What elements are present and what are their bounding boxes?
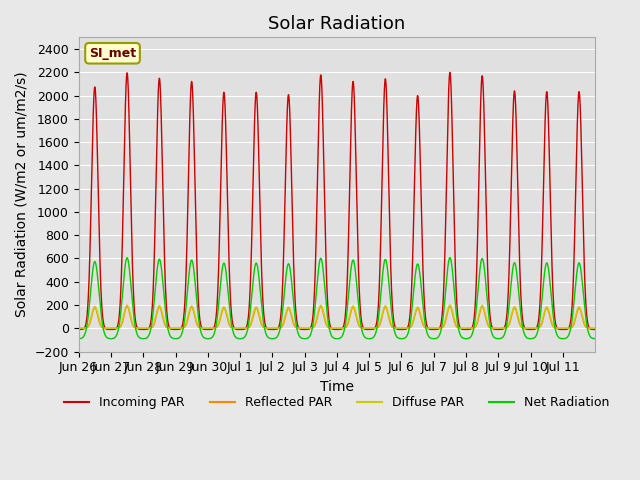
Incoming PAR <box>356 297 364 303</box>
Reflected PAR <box>504 324 511 330</box>
Incoming PAR <box>517 297 525 303</box>
Line: Diffuse PAR: Diffuse PAR <box>79 305 595 328</box>
Reflected PAR <box>182 323 189 328</box>
Reflected PAR <box>75 325 83 331</box>
Net Radiation <box>383 266 391 272</box>
Incoming PAR <box>479 73 486 79</box>
Net Radiation <box>591 336 599 342</box>
Diffuse PAR <box>517 323 525 328</box>
Text: SI_met: SI_met <box>89 47 136 60</box>
Reflected PAR <box>591 325 599 331</box>
Diffuse PAR <box>479 302 486 308</box>
Net Radiation <box>182 307 189 312</box>
Incoming PAR <box>446 70 454 75</box>
Net Radiation <box>517 314 525 320</box>
Diffuse PAR <box>383 307 391 313</box>
Legend: Incoming PAR, Reflected PAR, Diffuse PAR, Net Radiation: Incoming PAR, Reflected PAR, Diffuse PAR… <box>59 391 615 414</box>
Reflected PAR <box>517 324 525 330</box>
Line: Incoming PAR: Incoming PAR <box>79 72 595 329</box>
Title: Solar Radiation: Solar Radiation <box>268 15 406 33</box>
Net Radiation <box>504 315 511 321</box>
Diffuse PAR <box>591 325 599 331</box>
Incoming PAR <box>591 326 599 332</box>
Net Radiation <box>446 255 454 261</box>
Line: Reflected PAR: Reflected PAR <box>79 306 595 328</box>
Incoming PAR <box>75 326 83 332</box>
Incoming PAR <box>504 300 511 305</box>
Y-axis label: Solar Radiation (W/m2 or um/m2/s): Solar Radiation (W/m2 or um/m2/s) <box>15 72 29 317</box>
Reflected PAR <box>383 309 391 314</box>
Net Radiation <box>479 256 486 262</box>
Line: Net Radiation: Net Radiation <box>79 258 595 339</box>
Net Radiation <box>356 313 364 319</box>
Diffuse PAR <box>75 325 83 331</box>
Diffuse PAR <box>504 323 511 329</box>
Reflected PAR <box>479 304 486 310</box>
Reflected PAR <box>446 303 454 309</box>
Incoming PAR <box>182 280 189 286</box>
X-axis label: Time: Time <box>320 380 354 394</box>
Diffuse PAR <box>182 321 189 327</box>
Diffuse PAR <box>446 302 454 308</box>
Net Radiation <box>75 336 83 342</box>
Reflected PAR <box>356 324 364 330</box>
Diffuse PAR <box>356 323 364 328</box>
Incoming PAR <box>383 123 391 129</box>
